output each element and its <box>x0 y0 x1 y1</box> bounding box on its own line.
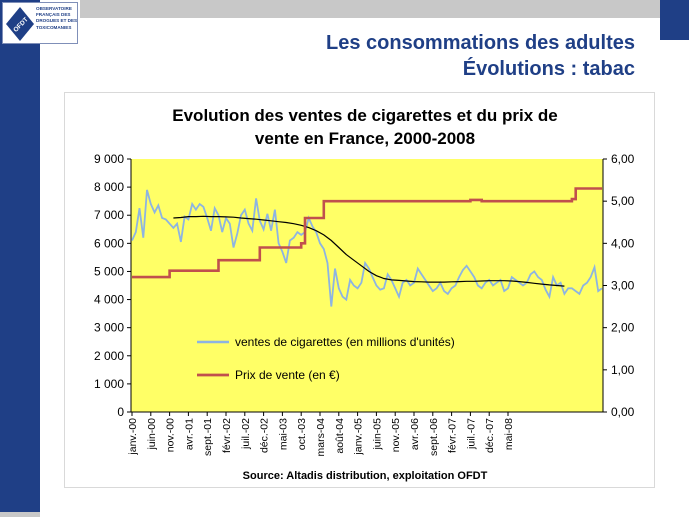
left-brand-bar <box>0 0 40 517</box>
y-left-tick-label: 2 000 <box>94 349 124 363</box>
y-left-tick-label: 1 000 <box>94 377 124 391</box>
x-tick-label: janv.-00 <box>127 418 139 456</box>
y-left-tick-label: 6 000 <box>94 236 124 250</box>
chart-title-line-1: Evolution des ventes de cigarettes et du… <box>172 106 557 125</box>
y-right-tick-label: 4,00 <box>611 236 635 250</box>
y-right-tick-label: 0,00 <box>611 405 635 419</box>
x-tick-label: juin-05 <box>371 418 383 451</box>
x-tick-label: déc.-02 <box>259 418 271 453</box>
logo-line-3: DROGUES ET DES <box>36 18 78 24</box>
slide-title: Les consommations des adultes Évolutions… <box>326 30 635 82</box>
top-right-brand-block <box>660 0 689 40</box>
y-left-tick-label: 9 000 <box>94 152 124 166</box>
legend: ventes de cigarettes (en millions d'unit… <box>197 335 455 382</box>
series-trend-line <box>173 215 565 287</box>
y-right-tick-label: 1,00 <box>611 363 635 377</box>
x-tick-label: août-04 <box>334 418 346 454</box>
legend-sales-label: ventes de cigarettes (en millions d'unit… <box>235 335 455 349</box>
bottom-grey-strip <box>0 512 40 517</box>
x-tick-label: mai-03 <box>277 418 289 450</box>
x-tick-label: juin-00 <box>146 418 158 451</box>
legend-price-label: Prix de vente (en €) <box>235 368 340 382</box>
x-tick-label: févr.-02 <box>221 418 233 453</box>
series-sales-line <box>131 189 603 307</box>
series-layer <box>131 187 603 307</box>
x-tick-label: nov.-05 <box>390 418 402 452</box>
y-right-tick-label: 3,00 <box>611 279 635 293</box>
chart-title-line-2: vente en France, 2000-2008 <box>255 129 475 148</box>
x-tick-label: oct.-03 <box>296 418 308 450</box>
y-left-tick-label: 8 000 <box>94 180 124 194</box>
y-right-tick-label: 2,00 <box>611 321 635 335</box>
y-left-tick-label: 0 <box>117 405 124 419</box>
x-tick-label: avr.-01 <box>183 418 195 450</box>
x-tick-label: mai-08 <box>503 418 515 450</box>
logo-line-2: FRANÇAIS DES <box>36 12 71 18</box>
x-tick-label: sept.-06 <box>428 418 440 456</box>
chart-source: Source: Altadis distribution, exploitati… <box>243 470 488 482</box>
series-price-line <box>132 187 602 279</box>
x-tick-label: févr.-07 <box>447 418 459 453</box>
ofdt-logo: OFDT OBSERVATOIRE FRANÇAIS DES DROGUES E… <box>2 2 78 44</box>
logo-text: OBSERVATOIRE FRANÇAIS DES DROGUES ET DES… <box>36 6 78 31</box>
axes: 0 1 000 2 000 3 000 4 000 5 000 6 000 7 000 8 00… <box>94 152 635 457</box>
x-tick-label: avr.-06 <box>409 418 421 450</box>
x-tick-label: nov.-00 <box>165 418 177 452</box>
y-right-tick-label: 5,00 <box>611 194 635 208</box>
x-tick-label: janv.-05 <box>353 418 365 456</box>
slide-title-line-1: Les consommations des adultes <box>326 32 635 54</box>
y-left-tick-label: 5 000 <box>94 264 124 278</box>
x-tick-label: mars-04 <box>315 418 327 457</box>
line-chart: Evolution des ventes de cigarettes et du… <box>94 106 635 482</box>
y-right-tick-label: 6,00 <box>611 152 635 166</box>
chart-frame: Evolution des ventes de cigarettes et du… <box>64 92 655 488</box>
top-grey-bar <box>80 0 660 18</box>
y-left-tick-label: 7 000 <box>94 208 124 222</box>
slide-title-line-2: Évolutions : tabac <box>462 58 635 80</box>
ofdt-logo-icon: OFDT <box>6 7 34 41</box>
x-tick-label: juil.-07 <box>465 418 477 450</box>
y-left-tick-label: 4 000 <box>94 293 124 307</box>
x-tick-label: sept.-01 <box>202 418 214 456</box>
y-left-tick-label: 3 000 <box>94 321 124 335</box>
x-tick-label: déc.-07 <box>484 418 496 453</box>
logo-line-1: OBSERVATOIRE <box>36 6 72 11</box>
x-tick-label: juil.-02 <box>240 418 252 450</box>
logo-line-4: TOXICOMANIES <box>36 24 72 30</box>
